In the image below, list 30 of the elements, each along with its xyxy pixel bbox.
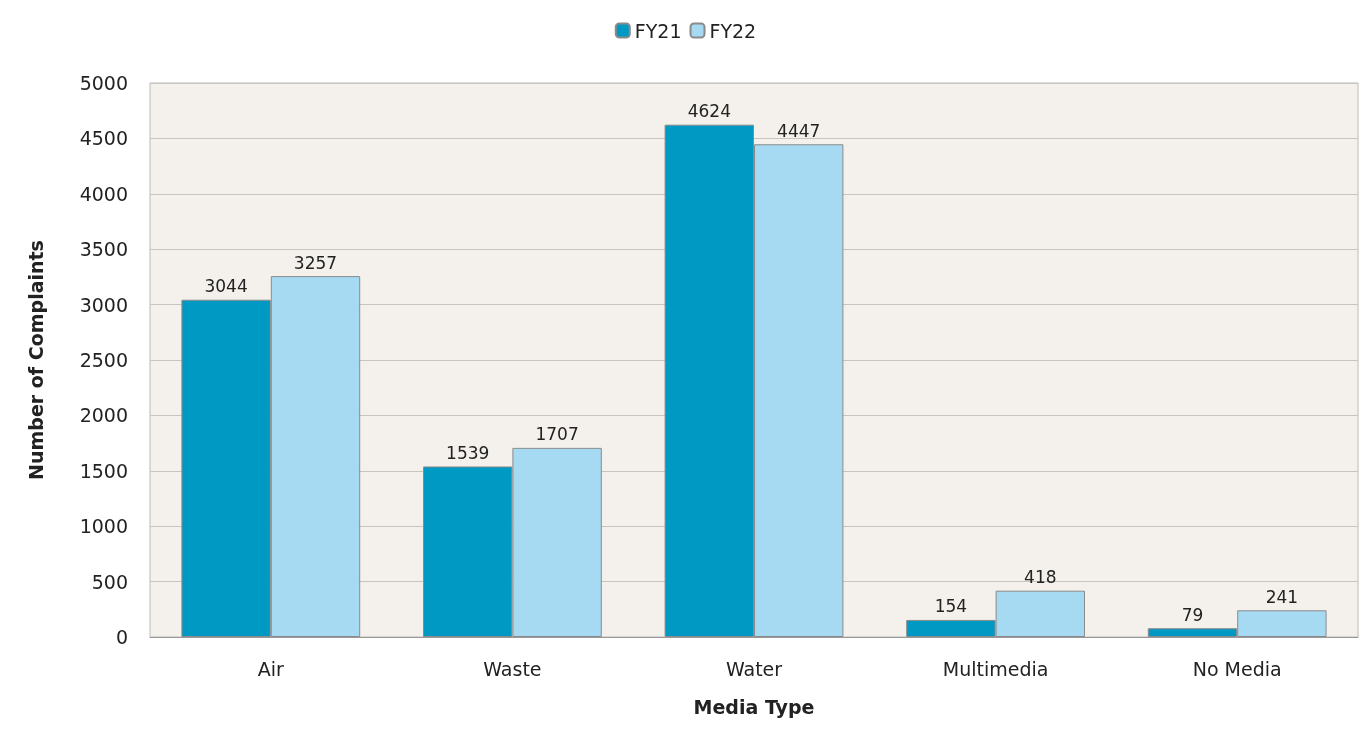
x-axis-title: Media Type [693, 695, 815, 718]
y-tick-label: 4000 [79, 182, 128, 205]
data-label: 1707 [535, 424, 579, 445]
data-label: 3257 [293, 252, 338, 273]
y-tick-label: 1500 [79, 459, 128, 482]
data-label: 154 [934, 596, 968, 617]
y-axis-title: Number of Complaints [24, 240, 47, 480]
y-tick-label: 500 [91, 570, 128, 593]
y-tick-label: 5000 [79, 72, 128, 94]
data-label: 241 [1265, 586, 1299, 607]
x-tick-label: Water [725, 657, 783, 680]
y-tick-label: 1000 [79, 515, 128, 538]
y-tick-label: 0 [115, 626, 128, 648]
data-label: 3044 [204, 276, 248, 297]
y-tick-label: 4500 [79, 127, 128, 150]
y-tick-label: 3000 [79, 293, 128, 316]
data-label: 1539 [446, 442, 490, 463]
y-tick-label: 2500 [79, 349, 128, 371]
legend-label: FY22 [709, 19, 757, 42]
y-tick-label: 2000 [79, 404, 128, 427]
data-label: 79 [1181, 604, 1204, 625]
x-tick-label: Multimedia [942, 657, 1049, 680]
legend-label: FY21 [634, 19, 682, 42]
x-tick-label: No Media [1192, 657, 1282, 680]
data-label: 4624 [687, 101, 731, 122]
x-tick-label: Waste [483, 657, 542, 680]
data-label: 4447 [777, 120, 821, 141]
data-label: 418 [1024, 567, 1057, 588]
x-tick-label: Air [257, 657, 285, 680]
y-tick-label: 3500 [79, 238, 128, 261]
